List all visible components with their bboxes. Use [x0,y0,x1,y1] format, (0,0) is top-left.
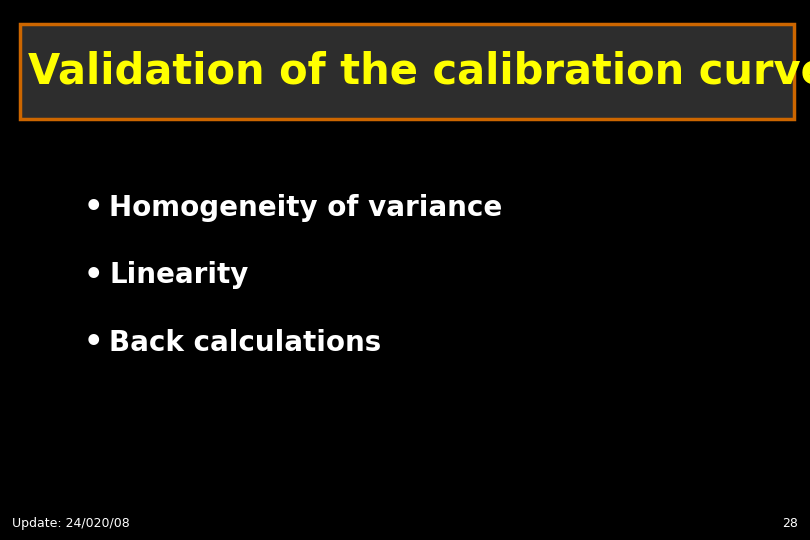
Text: Update: 24/020/08: Update: 24/020/08 [12,517,130,530]
Text: •: • [83,328,103,357]
Text: Homogeneity of variance: Homogeneity of variance [109,194,502,222]
Text: •: • [83,193,103,222]
Text: 28: 28 [782,517,798,530]
Text: Back calculations: Back calculations [109,329,382,357]
Text: Validation of the calibration curve: Validation of the calibration curve [28,51,810,92]
FancyBboxPatch shape [20,24,794,119]
Text: Linearity: Linearity [109,261,249,289]
Text: •: • [83,261,103,290]
